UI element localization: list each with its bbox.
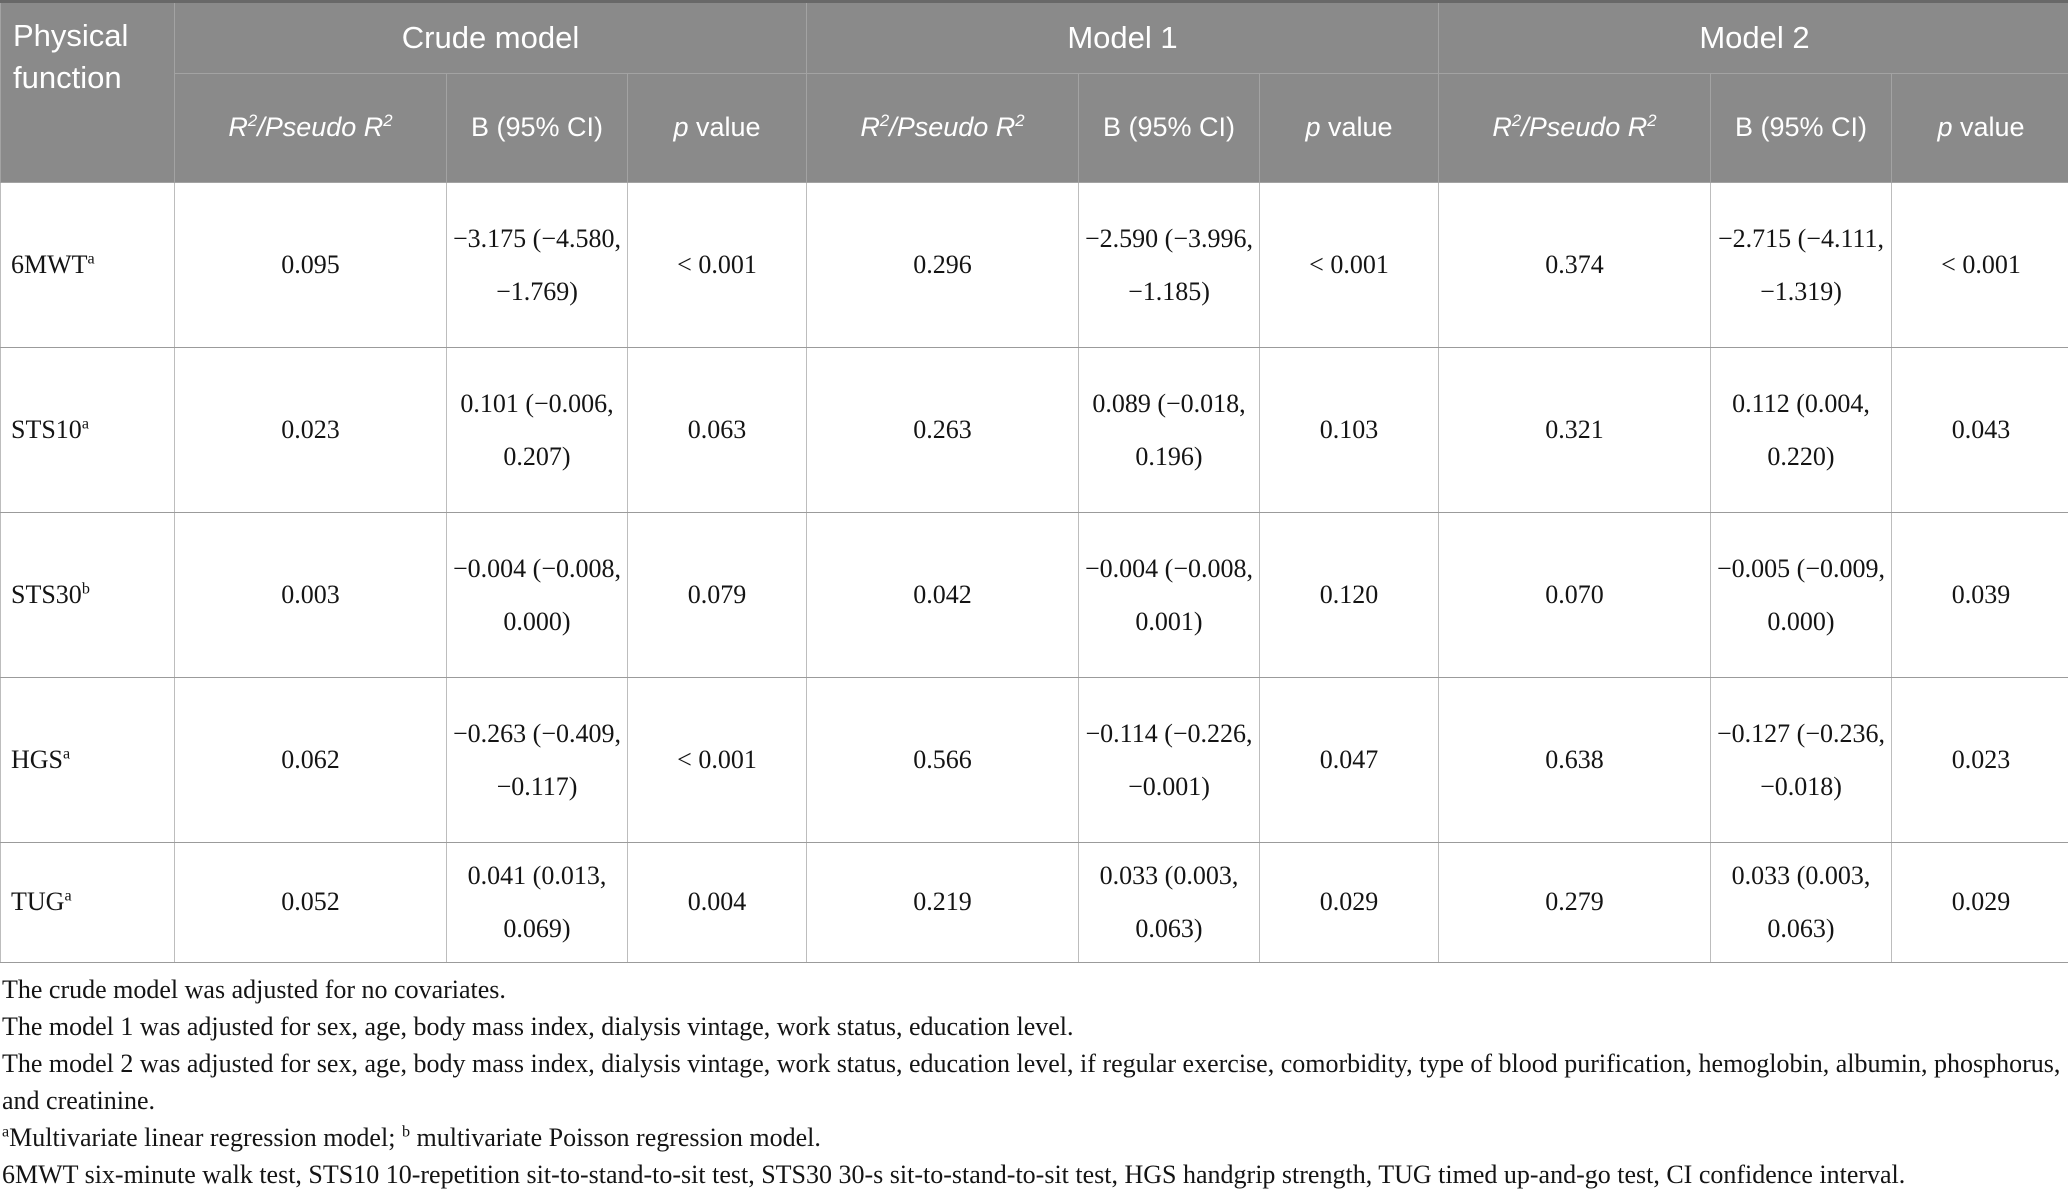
b-ci-value-cell: −0.263 (−0.409, −0.117) [447,678,628,843]
b-ci-value-cell: −3.175 (−4.580, −1.769) [447,183,628,348]
r2-value-cell: 0.219 [807,843,1079,963]
r2-value-cell: 0.566 [807,678,1079,843]
p-value-cell: < 0.001 [628,678,807,843]
r2-value-cell: 0.638 [1439,678,1711,843]
r2-value-cell: 0.062 [175,678,447,843]
b-ci-value-cell: −0.127 (−0.236, −0.018) [1711,678,1892,843]
row-label: HGSa [1,678,175,843]
subheader-b-95-ci: B (95% CI) [447,74,628,183]
b-ci-value-cell: 0.033 (0.003, 0.063) [1079,843,1260,963]
r2-value-cell: 0.042 [807,513,1079,678]
r2-value-cell: 0.279 [1439,843,1711,963]
r2-pseudo-r2-label: R2/Pseudo R2 [860,112,1024,142]
b-ci-value-cell: −0.004 (−0.008, 0.001) [1079,513,1260,678]
r2-value-cell: 0.374 [1439,183,1711,348]
r2-value-cell: 0.070 [1439,513,1711,678]
b-ci-value-cell: −2.590 (−3.996, −1.185) [1079,183,1260,348]
group-header-crude-model: Crude model [175,2,807,74]
p-italic: p [673,112,688,142]
row-label: 6MWTa [1,183,175,348]
p-value-cell: 0.120 [1260,513,1439,678]
footnote: The model 2 was adjusted for sex, age, b… [2,1045,2066,1119]
p-value-cell: 0.063 [628,348,807,513]
group-header-model-1: Model 1 [807,2,1439,74]
subheader-r2-pseudo-r2: R2/Pseudo R2 [175,74,447,183]
b-ci-value-cell: 0.089 (−0.018, 0.196) [1079,348,1260,513]
r2-value-cell: 0.023 [175,348,447,513]
table-header: Physical function Crude model Model 1 Mo… [1,2,2068,183]
r2-pseudo-r2-label: R2/Pseudo R2 [228,112,392,142]
b-ci-value-cell: −0.004 (−0.008, 0.000) [447,513,628,678]
p-italic: p [1937,112,1952,142]
r2-pseudo-r2-label: R2/Pseudo R2 [1492,112,1656,142]
row-label: STS30b [1,513,175,678]
p-value-cell: 0.039 [1892,513,2068,678]
subheader-p-value: p value [1892,74,2068,183]
p-value-cell: < 0.001 [1892,183,2068,348]
group-header-model-2: Model 2 [1439,2,2068,74]
b-ci-value-cell: −0.114 (−0.226, −0.001) [1079,678,1260,843]
p-value-cell: 0.029 [1892,843,2068,963]
r2-value-cell: 0.095 [175,183,447,348]
p-value-cell: 0.029 [1260,843,1439,963]
footnote: 6MWT six-minute walk test, STS10 10-repe… [2,1156,2066,1193]
subheader-r2-pseudo-r2: R2/Pseudo R2 [807,74,1079,183]
b-ci-value-cell: 0.112 (0.004, 0.220) [1711,348,1892,513]
footnote: The model 1 was adjusted for sex, age, b… [2,1008,2066,1045]
subheader-r2-pseudo-r2: R2/Pseudo R2 [1439,74,1711,183]
footnotes: The crude model was adjusted for no cova… [0,963,2068,1193]
p-value-cell: < 0.001 [628,183,807,348]
subheader-p-value: p value [628,74,807,183]
footnote: aMultivariate linear regression model; b… [2,1119,2066,1156]
p-value-cell: 0.043 [1892,348,2068,513]
subheader-b-95-ci: B (95% CI) [1079,74,1260,183]
b-ci-value-cell: 0.041 (0.013, 0.069) [447,843,628,963]
subheader-b-95-ci: B (95% CI) [1711,74,1892,183]
p-value-cell: 0.023 [1892,678,2068,843]
b-ci-value-cell: 0.101 (−0.006, 0.207) [447,348,628,513]
p-value-cell: 0.004 [628,843,807,963]
group-header-row: Physical function Crude model Model 1 Mo… [1,2,2068,74]
b-ci-value-cell: −0.005 (−0.009, 0.000) [1711,513,1892,678]
r2-value-cell: 0.321 [1439,348,1711,513]
r2-value-cell: 0.263 [807,348,1079,513]
p-italic: p [1305,112,1320,142]
corner-header-physical-function: Physical function [1,2,175,183]
p-value-cell: 0.047 [1260,678,1439,843]
b-ci-value-cell: 0.033 (0.003, 0.063) [1711,843,1892,963]
r2-value-cell: 0.052 [175,843,447,963]
p-value-cell: < 0.001 [1260,183,1439,348]
p-value-cell: 0.079 [628,513,807,678]
regression-results-table: Physical function Crude model Model 1 Mo… [0,0,2068,963]
r2-value-cell: 0.003 [175,513,447,678]
r2-value-cell: 0.296 [807,183,1079,348]
row-label: TUGa [1,843,175,963]
row-label: STS10a [1,348,175,513]
footnote: The crude model was adjusted for no cova… [2,971,2066,1008]
subheader-p-value: p value [1260,74,1439,183]
p-value-cell: 0.103 [1260,348,1439,513]
b-ci-value-cell: −2.715 (−4.111, −1.319) [1711,183,1892,348]
